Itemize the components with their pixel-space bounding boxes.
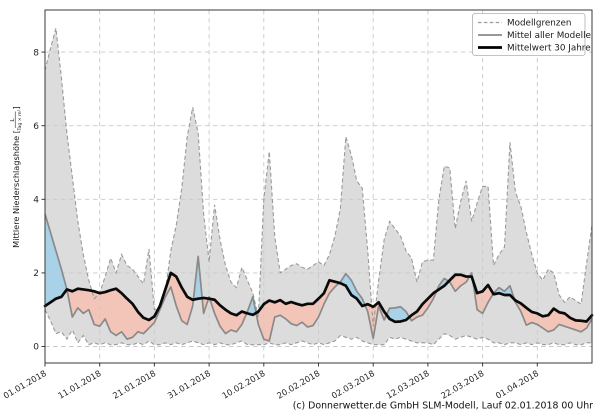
y-tick-label: 8 [33, 48, 39, 58]
x-tick-label: 10.02.2018 [220, 368, 267, 401]
y-tick-label: 2 [33, 269, 39, 279]
series-lines [43, 28, 594, 346]
y-axis-label-bracket: ] [11, 106, 21, 109]
y-tick-label: 0 [33, 343, 39, 353]
legend-entry-model-mean: Mittel aller Modelle [478, 31, 591, 41]
x-tick-label: 01.04.2018 [494, 368, 541, 401]
x-tick-label: 12.03.2018 [384, 368, 431, 401]
upper-model-bound-line [44, 28, 593, 327]
y-tick-label: 6 [33, 122, 39, 132]
x-tick-label: 20.02.2018 [275, 368, 322, 401]
legend-label: Mittel aller Modelle [507, 31, 591, 41]
lower-model-bound-line [44, 309, 592, 346]
legend: Modellgrenzen Mittel aller Modelle Mitte… [472, 13, 591, 56]
x-tick-label: 01.01.2018 [1, 368, 48, 401]
climate-mean-line [43, 271, 594, 324]
x-tick-label: 02.03.2018 [330, 368, 377, 401]
fill-areas [45, 28, 592, 345]
legend-label: Mittelwert 30 Jahre [507, 44, 591, 54]
legend-entry-model-bounds: Modellgrenzen [478, 19, 571, 29]
y-axis-label-text: Mittlere Niederschlagshöhe [ [11, 130, 21, 248]
y-axis-unit-denominator: Tag × m² [17, 109, 23, 131]
below-normal-fill [45, 272, 592, 341]
y-axis-label: Mittlere Niederschlagshöhe [ L Tag × m² … [10, 106, 23, 248]
copyright-caption: (c) Donnerwetter.de GmbH SLM-Modell, Lau… [293, 401, 593, 412]
legend-label: Modellgrenzen [507, 19, 571, 29]
x-tick-label: 31.01.2018 [166, 368, 213, 401]
y-axis-unit-numerator: L [10, 118, 16, 122]
model-range-band [45, 28, 592, 345]
x-tick-label: 21.01.2018 [111, 368, 158, 401]
y-tick-label: 4 [33, 196, 39, 206]
x-tick-label: 11.01.2018 [56, 368, 103, 401]
legend-entry-climate-mean: Mittelwert 30 Jahre [478, 44, 591, 54]
legend-box [472, 13, 586, 56]
model-mean-line [44, 213, 593, 342]
x-tick-label: 22.03.2018 [439, 368, 486, 401]
